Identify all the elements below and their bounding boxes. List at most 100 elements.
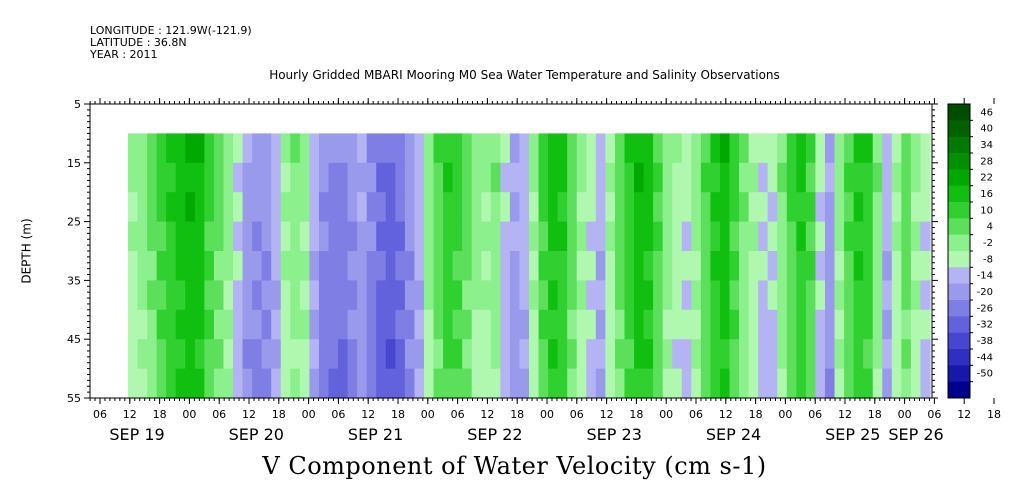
heatmap-cell [548, 221, 559, 252]
heatmap-cell [729, 251, 740, 281]
heatmap-cell [366, 309, 377, 340]
heatmap-cell [872, 133, 883, 164]
heatmap-cell [128, 339, 139, 370]
colorbar-swatch [948, 185, 970, 203]
heatmap-cell [280, 280, 291, 311]
heatmap-cell [395, 133, 406, 164]
colorbar-label: 28 [980, 156, 993, 167]
heatmap-cell [481, 192, 492, 223]
heatmap-cell [509, 309, 521, 340]
colorbar-label: -32 [977, 320, 993, 331]
heatmap-cell [471, 251, 482, 281]
heatmap-cell [147, 309, 158, 340]
heatmap-cell [872, 309, 883, 340]
heatmap-cell [414, 221, 425, 252]
heatmap-cell [185, 251, 196, 281]
heatmap-cell [729, 368, 740, 399]
heatmap-cell [509, 280, 521, 311]
heatmap-cell [586, 309, 597, 340]
heatmap-cell [672, 309, 683, 340]
heatmap-cell [834, 339, 845, 370]
heatmap-cell [538, 133, 549, 164]
heatmap-cell [729, 162, 740, 193]
colorbar-label: 46 [980, 107, 993, 118]
heatmap-cell [643, 162, 654, 193]
heatmap-cell [213, 368, 225, 399]
heatmap-cell [758, 339, 769, 370]
heatmap-cell [137, 133, 148, 164]
heatmap-cell [290, 368, 301, 399]
heatmap-cell [863, 133, 874, 164]
heatmap-cell [338, 192, 349, 223]
x-hour-label: 00 [302, 408, 316, 421]
heatmap-cell [385, 368, 396, 399]
heatmap-cell [805, 339, 817, 370]
heatmap-cell [185, 368, 196, 399]
heatmap-cell [567, 221, 578, 252]
heatmap-cell [557, 162, 568, 193]
heatmap-cell [233, 339, 244, 370]
heatmap-cell [643, 133, 654, 164]
heatmap-cell [509, 192, 521, 223]
heatmap-cell [404, 251, 416, 281]
heatmap-cell [328, 309, 339, 340]
heatmap-cell [529, 133, 540, 164]
heatmap-cell [605, 133, 616, 164]
y-tick-label: 5 [74, 98, 81, 111]
heatmap-cell [347, 162, 358, 193]
x-hour-label: 12 [719, 408, 733, 421]
colorbar-swatch [948, 169, 970, 187]
heatmap-cell [844, 251, 855, 281]
heatmap-cell [739, 368, 750, 399]
heatmap-cell [624, 192, 635, 223]
heatmap-cell [509, 339, 521, 370]
heatmap-cell [643, 309, 654, 340]
heatmap-cell [863, 309, 874, 340]
heatmap-cell [567, 133, 578, 164]
heatmap-cell [252, 339, 263, 370]
heatmap-cell [719, 251, 731, 281]
heatmap-cell [700, 280, 712, 311]
heatmap-cell [538, 162, 549, 193]
heatmap-cell [309, 339, 320, 370]
heatmap-cell [805, 221, 817, 252]
heatmap-cell [863, 221, 874, 252]
heatmap-cell [853, 162, 864, 193]
heatmap-cell [385, 251, 396, 281]
heatmap-cell [347, 368, 358, 399]
heatmap-cell [128, 368, 139, 399]
heatmap-cell [519, 280, 530, 311]
heatmap-cell [500, 221, 511, 252]
heatmap-cell [681, 368, 692, 399]
heatmap-cell [175, 162, 186, 193]
heatmap-cell [882, 251, 893, 281]
heatmap-cell [672, 251, 683, 281]
heatmap-cell [452, 339, 463, 370]
heatmap-cell [271, 251, 282, 281]
y-tick-label: 15 [67, 157, 81, 170]
heatmap-cell [318, 192, 330, 223]
heatmap-cell [538, 192, 549, 223]
heatmap-cell [204, 309, 215, 340]
heatmap-cell [194, 339, 205, 370]
heatmap-cell [233, 368, 244, 399]
heatmap-cell [700, 192, 712, 223]
colorbar: 46 40 34 28 22 16 10 4 -2 -8 -14 -20 -26 -32 -38 -44 -50 [947, 103, 993, 399]
heatmap-cell [185, 221, 196, 252]
heatmap-cell [519, 368, 530, 399]
heatmap-cell [233, 280, 244, 311]
heatmap-cell [920, 162, 931, 193]
colorbar-swatch [948, 234, 970, 252]
heatmap-cell [347, 339, 358, 370]
heatmap-cell [910, 221, 922, 252]
heatmap-cell [318, 133, 330, 164]
heatmap-cell [824, 251, 836, 281]
colorbar-swatch [948, 365, 970, 383]
heatmap-cell [223, 221, 234, 252]
heatmap-cell [557, 221, 568, 252]
heatmap-cell [529, 162, 540, 193]
heatmap-cell [863, 162, 874, 193]
heatmap-cell [662, 280, 673, 311]
heatmap-cell [653, 339, 664, 370]
heatmap-cell [872, 221, 883, 252]
